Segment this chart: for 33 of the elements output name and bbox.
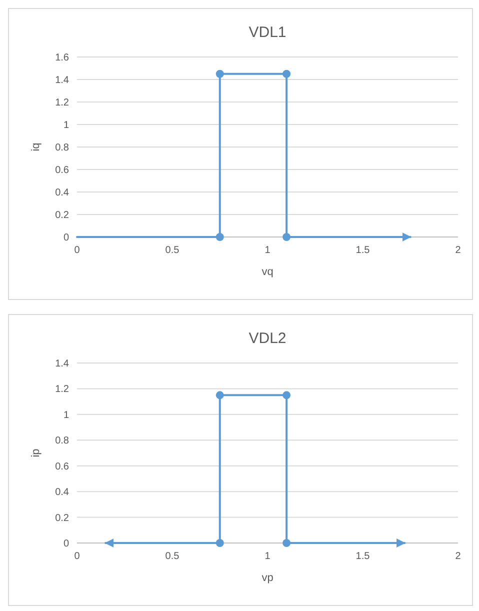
y-tick-label: 0.4: [55, 188, 70, 198]
y-tick-label: 1.4: [55, 75, 70, 86]
y-axis-title: ip: [30, 448, 42, 458]
chart-title: VDL1: [248, 24, 286, 41]
x-tick-label: 0.5: [165, 245, 180, 256]
x-tick-label: 0: [74, 551, 80, 562]
x-tick-label: 0: [74, 245, 80, 256]
x-tick-label: 1.5: [356, 245, 370, 256]
x-tick-label: 2: [455, 245, 462, 256]
y-axis-title: iq: [30, 142, 42, 152]
y-tick-label: 0.8: [55, 436, 70, 447]
y-tick-label: 0: [63, 232, 70, 244]
y-tick-label: 1.2: [55, 384, 70, 396]
y-tick-label: 1.6: [55, 52, 70, 64]
y-tick-label: 0.6: [55, 165, 70, 176]
x-tick-label: 0.5: [165, 551, 180, 562]
y-tick-label: 1.2: [55, 98, 70, 108]
x-tick-label: 1.5: [356, 551, 370, 562]
y-tick-label: 0.6: [55, 461, 70, 472]
y-tick-label: 0.2: [55, 210, 70, 221]
x-tick-label: 1: [264, 551, 271, 562]
x-axis-title: vp: [262, 572, 274, 584]
y-tick-label: 0.8: [55, 142, 70, 154]
y-tick-label: 0.2: [55, 512, 70, 524]
y-tick-label: 0: [63, 538, 70, 550]
y-tick-label: 1: [63, 120, 70, 131]
y-tick-label: 0.4: [55, 487, 70, 498]
x-tick-label: 1: [264, 245, 271, 256]
x-tick-label: 2: [455, 551, 462, 562]
chart-title: VDL2: [248, 330, 286, 347]
y-tick-label: 1: [63, 410, 70, 421]
x-axis-title: vq: [262, 266, 274, 278]
y-tick-label: 1.4: [55, 358, 70, 370]
